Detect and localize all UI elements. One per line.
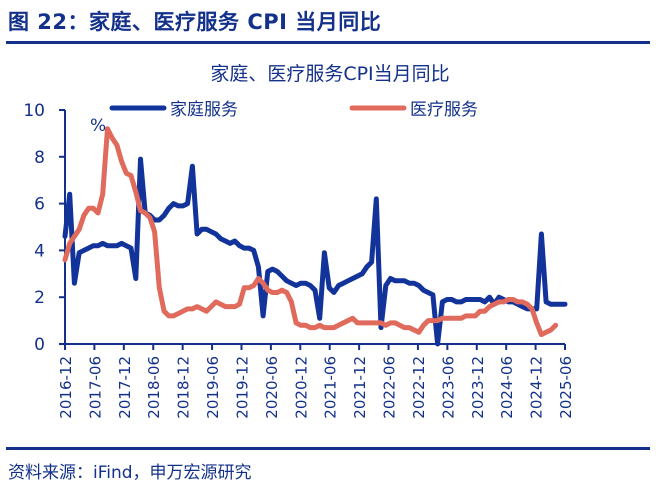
y-tick-label: 10 — [23, 101, 45, 121]
axes: 0 2 4 6 8 10 2016-12 2017-06 2017-12 2018-06 2018-… — [23, 101, 575, 419]
y-tick-label: 8 — [34, 148, 45, 168]
series-line-medical — [62, 126, 559, 338]
x-tick-label: 2022-12 — [410, 356, 428, 419]
series-line-household — [62, 156, 568, 347]
plot-area — [62, 126, 568, 347]
x-tick-label: 2019-06 — [204, 356, 222, 419]
chart-title: 家庭、医疗服务CPI当月同比 — [210, 63, 449, 85]
x-tick-label: 2024-06 — [498, 356, 516, 419]
x-tick-label: 2023-12 — [469, 356, 487, 419]
x-tick-label: 2020-06 — [263, 356, 281, 419]
y-tick-label: 4 — [34, 241, 45, 261]
x-tick-label: 2020-12 — [292, 356, 310, 419]
x-tick-label: 2021-12 — [351, 356, 369, 419]
y-unit-label: % — [90, 116, 106, 136]
x-tick-label: 2024-12 — [528, 356, 546, 419]
footer-divider — [6, 447, 650, 450]
x-tick-label: 2025-06 — [557, 356, 575, 419]
y-tick-label: 0 — [34, 335, 45, 355]
legend: 家庭服务 医疗服务 — [109, 100, 478, 120]
y-tick-label: 6 — [34, 195, 45, 215]
x-tick-label: 2023-06 — [439, 356, 457, 419]
source-note: 资料来源：iFind，申万宏源研究 — [8, 463, 252, 483]
x-tick-label: 2016-12 — [57, 356, 75, 419]
figure-title: 图 22：家庭、医疗服务 CPI 当月同比 — [8, 10, 382, 34]
legend-label: 家庭服务 — [170, 100, 238, 120]
legend-label: 医疗服务 — [410, 100, 478, 120]
title-divider — [6, 41, 650, 44]
x-tick-label: 2017-06 — [86, 356, 104, 419]
x-tick-label: 2021-06 — [322, 356, 340, 419]
x-tick-label: 2019-12 — [233, 356, 251, 419]
x-tick-label: 2018-06 — [145, 356, 163, 419]
y-tick-label: 2 — [34, 288, 45, 308]
x-tick-label: 2018-12 — [175, 356, 193, 419]
x-tick-label: 2017-12 — [116, 356, 134, 419]
x-tick-label: 2022-06 — [381, 356, 399, 419]
